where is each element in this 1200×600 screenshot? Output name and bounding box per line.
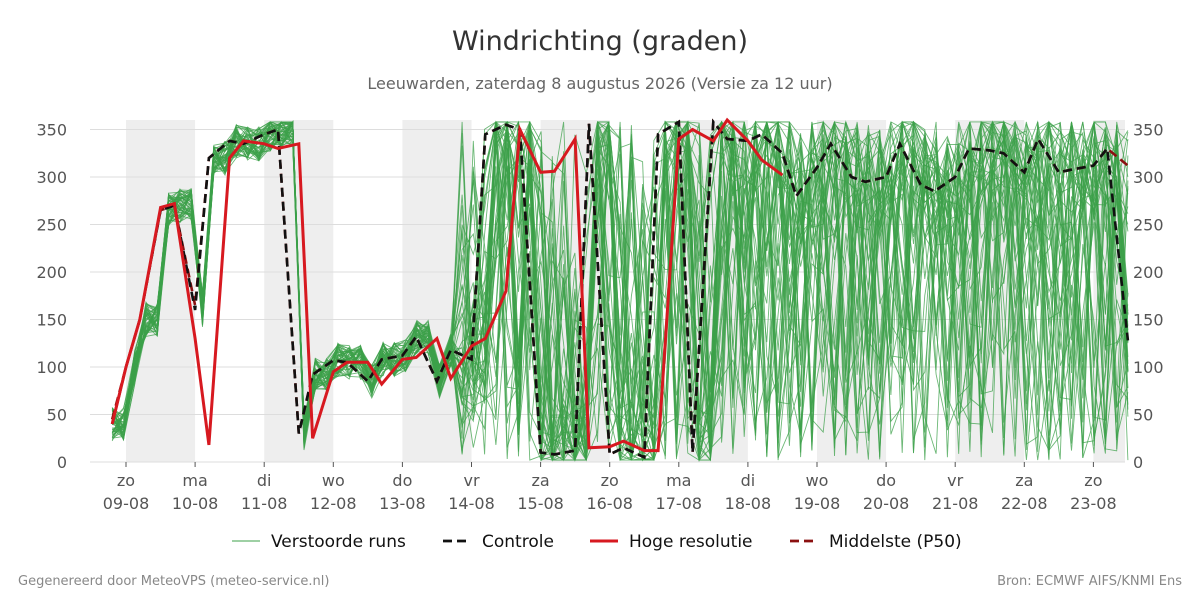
ensemble-run-line bbox=[111, 121, 1129, 456]
legend-label: Verstoorde runs bbox=[271, 532, 406, 552]
x-tick-date: 22-08 bbox=[1001, 494, 1048, 513]
x-tick-date: 17-08 bbox=[656, 494, 703, 513]
y-tick-label-left: 350 bbox=[36, 121, 67, 140]
series-line-controle bbox=[110, 118, 1130, 460]
y-tick-label-right: 250 bbox=[1133, 216, 1164, 235]
x-tick-day: vr bbox=[463, 471, 479, 490]
chart-title: Windrichting (graden) bbox=[452, 26, 748, 57]
ensemble-run-line bbox=[111, 121, 1129, 461]
legend-label: Middelste (P50) bbox=[829, 532, 962, 552]
legend-label: Hoge resolutie bbox=[629, 532, 753, 552]
legend-label: Controle bbox=[482, 532, 554, 552]
ensemble-run-line bbox=[112, 121, 1129, 462]
x-tick-day: ma bbox=[666, 471, 691, 490]
x-tick-day: za bbox=[531, 471, 549, 490]
x-tick-day: zo bbox=[601, 471, 619, 490]
main-series bbox=[110, 117, 1130, 460]
x-tick-date: 18-08 bbox=[725, 494, 772, 513]
y-tick-label-left: 50 bbox=[47, 406, 67, 425]
y-tick-label-left: 300 bbox=[36, 168, 67, 187]
ensemble-run-line bbox=[112, 120, 1129, 461]
legend: Verstoorde runs Controle Hoge resolutie Mid… bbox=[232, 532, 962, 552]
x-tick-day: wo bbox=[322, 471, 345, 490]
x-tick-day: di bbox=[257, 471, 272, 490]
x-tick-day: ma bbox=[182, 471, 207, 490]
ensemble-run-line bbox=[111, 120, 1129, 461]
x-tick-date: 13-08 bbox=[379, 494, 426, 513]
y-tick-label-right: 300 bbox=[1133, 168, 1164, 187]
y-tick-label-right: 150 bbox=[1133, 311, 1164, 330]
y-tick-label-left: 0 bbox=[57, 453, 67, 472]
footer-source: Bron: ECMWF AIFS/KNMI Ens bbox=[997, 574, 1182, 589]
y-tick-label-right: 200 bbox=[1133, 263, 1164, 282]
x-tick-date: 10-08 bbox=[172, 494, 219, 513]
x-tick-date: 12-08 bbox=[310, 494, 357, 513]
ensemble-run-line bbox=[111, 120, 1129, 461]
y-tick-label-right: 50 bbox=[1133, 406, 1153, 425]
y-tick-label-left: 100 bbox=[36, 358, 67, 377]
x-axis: zo 09-08 ma 10-08 di 11-08 wo 12-08 do 13-08 vr 14-… bbox=[103, 462, 1117, 513]
series-line-hoge-resolutie bbox=[110, 117, 784, 453]
y-tick-label-left: 200 bbox=[36, 263, 67, 282]
y-axis-right: 0 50 100 150 200 250 300 350 bbox=[1133, 121, 1164, 473]
x-tick-date: 20-08 bbox=[863, 494, 910, 513]
ensemble-run-line bbox=[111, 120, 1129, 462]
y-tick-label-right: 350 bbox=[1133, 121, 1164, 140]
x-tick-date: 19-08 bbox=[794, 494, 841, 513]
x-tick-date: 09-08 bbox=[103, 494, 150, 513]
x-tick-day: zo bbox=[117, 471, 135, 490]
x-tick-date: 16-08 bbox=[586, 494, 633, 513]
x-tick-day: wo bbox=[806, 471, 829, 490]
y-tick-label-left: 250 bbox=[36, 216, 67, 235]
x-tick-day: do bbox=[392, 471, 412, 490]
y-tick-label-right: 0 bbox=[1133, 453, 1143, 472]
y-axis-left: 0 50 100 150 200 250 300 350 bbox=[36, 121, 67, 473]
y-tick-label-right: 100 bbox=[1133, 358, 1164, 377]
x-tick-day: do bbox=[876, 471, 896, 490]
x-tick-date: 11-08 bbox=[241, 494, 288, 513]
x-tick-date: 15-08 bbox=[517, 494, 564, 513]
x-tick-date: 14-08 bbox=[448, 494, 495, 513]
footer-generated-by: Gegenereerd door MeteoVPS (meteo-service… bbox=[18, 574, 329, 589]
x-tick-date: 21-08 bbox=[932, 494, 979, 513]
ensemble-runs bbox=[111, 120, 1129, 462]
x-tick-day: zo bbox=[1084, 471, 1102, 490]
y-tick-label-left: 150 bbox=[36, 311, 67, 330]
x-tick-day: vr bbox=[947, 471, 963, 490]
x-tick-day: za bbox=[1015, 471, 1033, 490]
x-tick-date: 23-08 bbox=[1070, 494, 1117, 513]
x-tick-day: di bbox=[741, 471, 756, 490]
chart-subtitle: Leeuwarden, zaterdag 8 augustus 2026 (Ve… bbox=[367, 74, 832, 93]
